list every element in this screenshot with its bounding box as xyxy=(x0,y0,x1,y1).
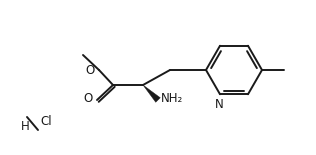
Polygon shape xyxy=(143,85,160,102)
Text: NH₂: NH₂ xyxy=(161,91,183,104)
Text: Cl: Cl xyxy=(40,115,52,128)
Text: H: H xyxy=(21,120,29,133)
Text: O: O xyxy=(84,93,93,106)
Text: O: O xyxy=(86,64,95,77)
Text: N: N xyxy=(215,98,223,111)
